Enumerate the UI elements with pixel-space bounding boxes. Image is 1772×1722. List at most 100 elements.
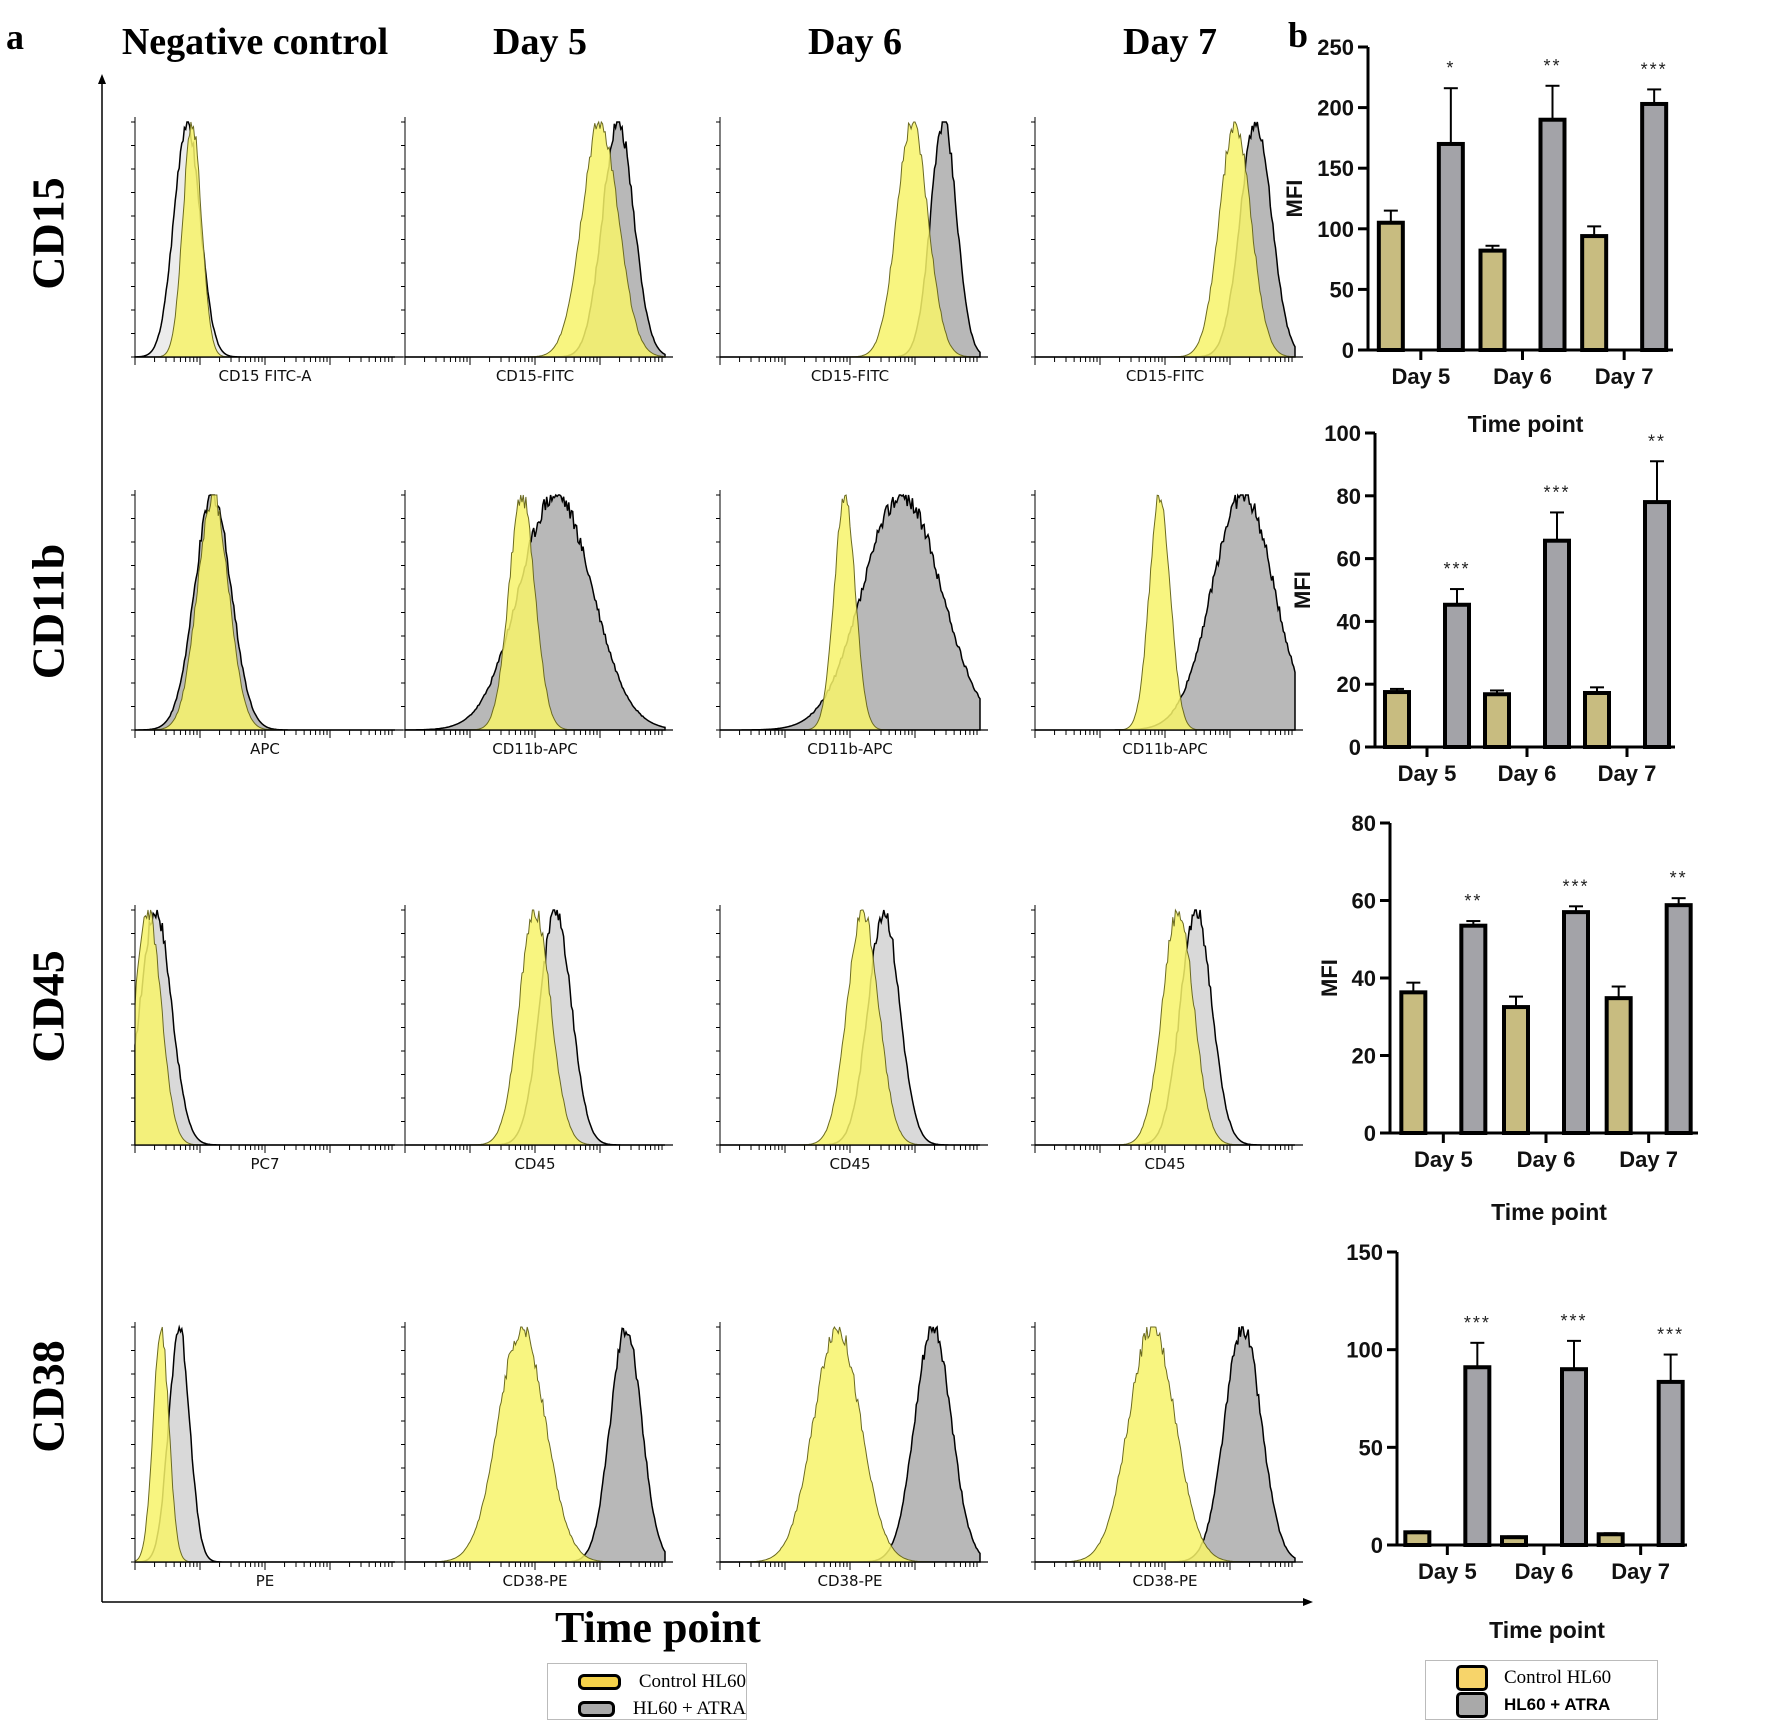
panel-a-x-arrow-icon xyxy=(1303,1598,1313,1606)
bar-y-tick-label: 80 xyxy=(1337,484,1361,509)
histogram-axis-label: CD45 xyxy=(829,1155,870,1173)
bar-chart-cd15: 0 50 100 150 200 250 MFI Day 5 * Day 6 ** Day 7 *** T… xyxy=(1282,35,1673,437)
bar-x-tick-label: Day 7 xyxy=(1595,364,1654,389)
bar-atra xyxy=(1643,500,1671,749)
panel-b-letter: b xyxy=(1288,15,1309,55)
column-header-negative-control: Negative control xyxy=(121,21,389,63)
bar-y-tick-label: 50 xyxy=(1330,277,1354,302)
histogram-control-curve xyxy=(135,494,395,731)
bar-atra xyxy=(1443,602,1471,749)
bar-atra xyxy=(1543,538,1571,750)
bar-control xyxy=(1596,1532,1625,1548)
bar-atra xyxy=(1538,117,1567,352)
histogram-atra-curve xyxy=(135,494,395,731)
legend-label-atra: HL60 + ATRA xyxy=(632,1697,746,1719)
bar-control xyxy=(1483,692,1511,749)
bar-control xyxy=(1478,248,1507,352)
bar-control xyxy=(1500,1535,1528,1547)
bar-y-tick-label: 100 xyxy=(1324,421,1361,446)
significance-label: ** xyxy=(1670,868,1688,888)
histogram-control-curve xyxy=(720,909,980,1146)
bar-atra xyxy=(1436,141,1465,352)
bar-x-tick-label: Day 5 xyxy=(1418,1559,1477,1584)
bar-x-tick-label: Day 5 xyxy=(1398,761,1457,786)
legend-b-item-control: Control HL60 xyxy=(1456,1664,1657,1691)
legend-b-swatch-atra xyxy=(1456,1691,1488,1718)
legend-b-label-control: Control HL60 xyxy=(1504,1666,1612,1688)
bar-y-tick-label: 50 xyxy=(1359,1435,1383,1460)
histogram-atra-curve xyxy=(134,909,395,1146)
bar-y-tick-label: 0 xyxy=(1342,338,1354,363)
bar-y-tick-label: 250 xyxy=(1317,35,1354,60)
histogram-axis-label: CD11b-APC xyxy=(807,740,893,758)
column-header-day7: Day 7 xyxy=(1123,21,1217,63)
bar-x-tick-label: Day 5 xyxy=(1391,364,1450,389)
bar-y-tick-label: 200 xyxy=(1317,96,1354,121)
bar-atra xyxy=(1656,1379,1685,1547)
histogram-panel: CD15 FITC-A xyxy=(131,117,403,385)
bar-atra xyxy=(1664,903,1693,1136)
bar-control xyxy=(1399,990,1428,1136)
legend-item-control: Control HL60 xyxy=(578,1668,746,1695)
histogram-axis-label: CD11b-APC xyxy=(1122,740,1208,758)
bar-x-tick-label: Day 6 xyxy=(1498,761,1557,786)
bar-y-tick-label: 40 xyxy=(1352,966,1376,991)
legend-swatch-control xyxy=(578,1673,621,1690)
panel-a-letter: a xyxy=(6,17,24,57)
bar-y-tick-label: 0 xyxy=(1371,1533,1383,1558)
bar-y-tick-label: 150 xyxy=(1317,156,1354,181)
bar-x-tick-label: Day 7 xyxy=(1598,761,1657,786)
bar-atra xyxy=(1459,923,1488,1135)
bar-y-tick-label: 150 xyxy=(1346,1240,1383,1265)
bar-chart-cd38: 0 50 100 150 Day 5 *** Day 6 *** Day 7 *** Time po… xyxy=(1346,1240,1687,1643)
significance-label: ** xyxy=(1543,56,1561,76)
bar-y-tick-label: 20 xyxy=(1352,1044,1376,1069)
histogram-panel: CD38-PE xyxy=(716,1322,988,1590)
histogram-panel: PE xyxy=(131,1322,403,1590)
bar-y-tick-label: 100 xyxy=(1346,1338,1383,1363)
bar-atra xyxy=(1463,1365,1492,1548)
histogram-control-curve xyxy=(1035,908,1295,1146)
bar-chart-cd11b: 0 20 40 60 80 100 MFI Day 5 *** Day 6 *** Day 7 ** xyxy=(1290,421,1675,786)
bar-y-axis-title: MFI xyxy=(1317,959,1342,997)
histogram-axis-label: CD45 xyxy=(1144,1155,1185,1173)
bar-x-tick-label: Day 7 xyxy=(1611,1559,1670,1584)
legend-b-swatch-control xyxy=(1456,1664,1488,1691)
histogram-panel: CD11b-APC xyxy=(401,490,673,758)
histogram-control-curve xyxy=(405,909,665,1146)
column-header-day5: Day 5 xyxy=(493,21,587,63)
legend-item-atra: HL60 + ATRA xyxy=(578,1695,746,1722)
significance-label: ** xyxy=(1464,891,1482,911)
panel-b-legend: Control HL60 HL60 + ATRA xyxy=(1425,1660,1658,1720)
bar-y-tick-label: 20 xyxy=(1337,672,1361,697)
histogram-axis-label: CD38-PE xyxy=(817,1572,882,1590)
significance-label: *** xyxy=(1443,559,1470,579)
legend-label-control: Control HL60 xyxy=(638,1670,746,1692)
bar-y-tick-label: 0 xyxy=(1364,1121,1376,1146)
legend-b-item-atra: HL60 + ATRA xyxy=(1456,1691,1657,1718)
panel-a-legend: Control HL60 HL60 + ATRA xyxy=(547,1663,747,1720)
histogram-atra-curve xyxy=(134,121,395,358)
histogram-axis-label: CD15-FITC xyxy=(496,367,574,385)
bar-control xyxy=(1580,234,1609,353)
histogram-panel: CD11b-APC xyxy=(1031,490,1303,758)
bar-control xyxy=(1383,690,1411,749)
histogram-panel: PC7 xyxy=(131,905,403,1173)
bar-x-axis-title: Time point xyxy=(1468,411,1584,437)
bar-x-axis-title: Time point xyxy=(1489,1617,1605,1643)
histogram-panel: CD15-FITC xyxy=(716,117,988,385)
histogram-grid: CD15 FITC-A CD15-FITC CD15-FITC CD15-FITC AP… xyxy=(131,117,1303,1590)
histogram-axis-label: PE xyxy=(256,1572,275,1590)
bar-y-tick-label: 60 xyxy=(1352,889,1376,914)
panel-a-axes xyxy=(98,74,1313,1606)
bar-x-tick-label: Day 6 xyxy=(1515,1559,1574,1584)
bar-x-tick-label: Day 5 xyxy=(1414,1147,1473,1172)
legend-swatch-atra xyxy=(578,1700,615,1717)
histogram-panel: CD45 xyxy=(1031,905,1303,1173)
bar-atra xyxy=(1640,101,1669,352)
significance-label: *** xyxy=(1657,1325,1684,1345)
bar-y-tick-label: 40 xyxy=(1337,609,1361,634)
bar-y-axis-title: MFI xyxy=(1290,571,1315,609)
bar-y-tick-label: 0 xyxy=(1349,735,1361,760)
